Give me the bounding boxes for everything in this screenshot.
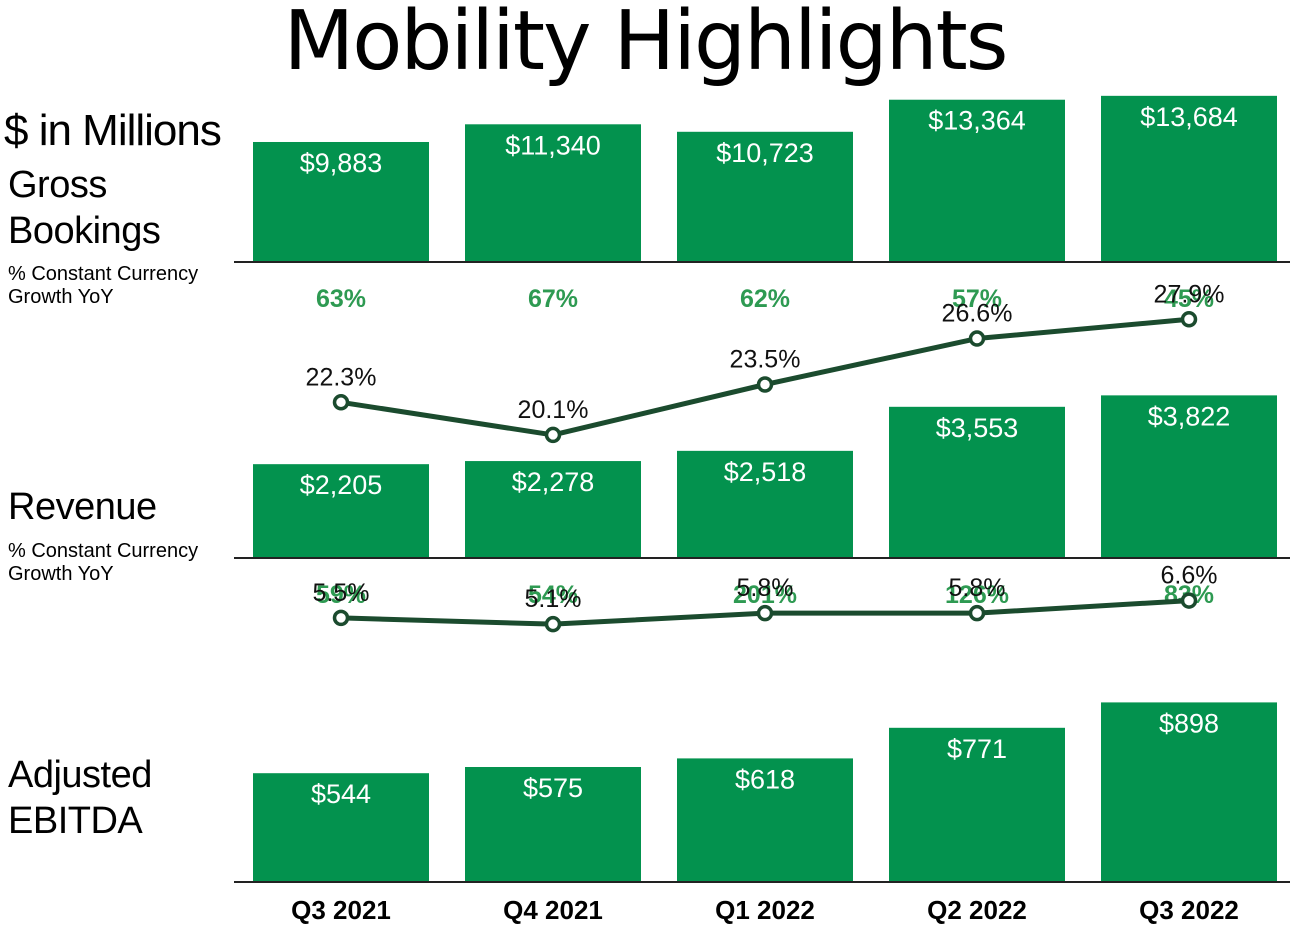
ebitda-bar-value-label: $618 <box>735 764 795 794</box>
revenue-margin-point <box>968 330 986 347</box>
gross-bookings-growth-label: 62% <box>740 285 790 313</box>
revenue-margin-label: 22.3% <box>306 363 377 391</box>
gross-bookings-label-line2: Bookings <box>8 210 161 252</box>
gross-bookings-bar-value-label: $11,340 <box>505 130 601 160</box>
revenue-margin-label: 20.1% <box>518 396 589 424</box>
revenue-margin-point <box>544 426 562 444</box>
gross-bookings-growth-label-line1: % Constant Currency <box>8 263 199 285</box>
ebitda-bar-value-label: $544 <box>311 779 371 809</box>
ebitda-margin-label: 5.1% <box>525 585 582 613</box>
ebitda-bar <box>889 727 1065 882</box>
ebitda-margin-point <box>756 604 774 622</box>
revenue-margin-label: 26.6% <box>942 300 1013 328</box>
revenue-bar <box>253 464 429 558</box>
revenue-bar <box>889 406 1065 558</box>
revenue-growth-label: 126% <box>945 581 1009 609</box>
ebitda-margin-point <box>968 604 986 622</box>
revenue-margin-point <box>1180 311 1198 328</box>
revenue-bar-value-label: $3,553 <box>936 413 1019 443</box>
revenue-bar <box>677 450 853 558</box>
gross-bookings-bar-value-label: $9,883 <box>300 148 383 178</box>
x-tick-label: Q3 2022 <box>1139 895 1239 925</box>
revenue-bar-value-label: $2,518 <box>724 457 807 487</box>
gross-bookings-label-line1: Gross <box>8 164 107 206</box>
revenue-margin-label: 23.5% <box>730 346 801 374</box>
revenue-margin-point <box>332 394 350 411</box>
gross-bookings-growth-label: 63% <box>316 285 366 313</box>
x-tick-label: Q4 2021 <box>503 895 603 925</box>
revenue-growth-label: 59% <box>316 581 366 609</box>
page-title: Mobility Highlights <box>283 0 1009 89</box>
ebitda-margin-point <box>1180 592 1198 609</box>
ebitda-bar <box>677 758 853 882</box>
gross-bookings-growth-label: 57% <box>952 285 1002 313</box>
ebitda-bar-value-label: $898 <box>1159 708 1219 738</box>
gross-bookings-growth-label: 67% <box>528 285 578 313</box>
ebitda-bar <box>1101 702 1277 882</box>
ebitda-margin-label: 5.5% <box>313 579 370 607</box>
gross-bookings-growth-label: 45% <box>1164 285 1214 313</box>
ebitda-bar <box>465 767 641 882</box>
ebitda-margin-point <box>544 615 562 633</box>
revenue-bar <box>465 461 641 558</box>
gross-bookings-bar <box>889 99 1065 262</box>
ebitda-bar <box>253 773 429 882</box>
revenue-growth-label: 54% <box>528 581 578 609</box>
revenue-label: Revenue <box>8 486 157 528</box>
revenue-growth-label: 201% <box>733 581 797 609</box>
ebitda-margin-label: 6.6% <box>1161 562 1218 590</box>
gross-bookings-growth-label-line2: Growth YoY <box>8 286 114 308</box>
x-tick-label: Q1 2022 <box>715 895 815 925</box>
ebitda-margin-label: 5.8% <box>737 574 794 602</box>
ebitda-label-line1: Adjusted <box>8 754 152 796</box>
revenue-growth-label-line1: % Constant Currency <box>8 540 199 562</box>
ebitda-margin-label: 5.8% <box>949 574 1006 602</box>
revenue-growth-label-line2: Growth YoY <box>8 563 114 585</box>
gross-bookings-bar-value-label: $13,364 <box>928 106 1026 136</box>
ebitda-bar-value-label: $575 <box>523 773 583 803</box>
gross-bookings-bar <box>1101 95 1277 262</box>
revenue-bar-value-label: $2,278 <box>512 467 595 497</box>
ebitda-label-line2: EBITDA <box>8 800 143 842</box>
x-tick-label: Q2 2022 <box>927 895 1027 925</box>
gross-bookings-bar <box>465 124 641 262</box>
ebitda-margin-point <box>332 609 350 627</box>
x-tick-label: Q3 2021 <box>291 895 391 925</box>
revenue-bar-value-label: $3,822 <box>1148 401 1231 431</box>
gross-bookings-bar-value-label: $10,723 <box>716 138 814 168</box>
gross-bookings-bar <box>253 141 429 262</box>
ebitda-bar-value-label: $771 <box>947 734 1007 764</box>
revenue-margin-point <box>756 376 774 393</box>
revenue-margin-label: 27.9% <box>1154 280 1225 308</box>
gross-bookings-bar-value-label: $13,684 <box>1140 102 1238 132</box>
revenue-bar-value-label: $2,205 <box>300 470 383 500</box>
revenue-bar <box>1101 395 1277 558</box>
gross-bookings-bar <box>677 131 853 262</box>
units-label: $ in Millions <box>4 106 222 155</box>
